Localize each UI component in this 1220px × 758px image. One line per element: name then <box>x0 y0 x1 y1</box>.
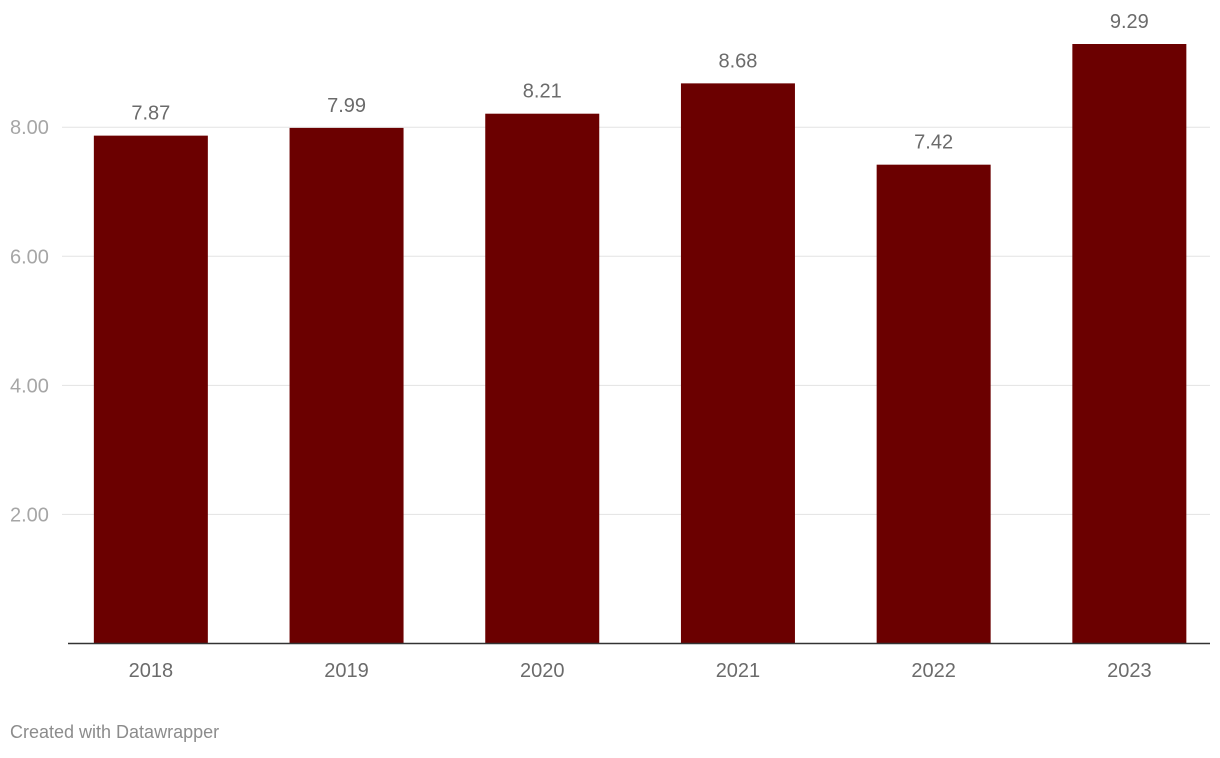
tick-label-backdrop <box>0 115 62 140</box>
y-tick-label: 6.00 <box>10 246 49 268</box>
value-label: 7.99 <box>327 95 366 117</box>
bar <box>876 164 991 644</box>
bar <box>93 135 208 644</box>
y-tick-label: 8.00 <box>10 117 49 139</box>
bar <box>680 83 795 644</box>
x-tick-label: 2023 <box>1107 660 1152 682</box>
value-label: 7.87 <box>131 103 170 125</box>
x-tick-label: 2020 <box>520 660 565 682</box>
x-tick-label: 2018 <box>129 660 174 682</box>
value-label: 8.21 <box>523 81 562 103</box>
x-tick-label: 2021 <box>716 660 761 682</box>
credit-text: Created with Datawrapper <box>10 722 220 742</box>
bar <box>289 127 404 644</box>
bar <box>1072 44 1187 644</box>
gridlines <box>0 115 1210 527</box>
value-label: 8.68 <box>718 50 757 72</box>
x-tick-label: 2022 <box>911 660 956 682</box>
value-label: 7.42 <box>914 132 953 154</box>
bars <box>93 44 1187 644</box>
labels: 2.00 4.00 6.00 8.00 7.87 2018 7.99 2019 8.21 2020… <box>10 11 1152 682</box>
tick-label-backdrop <box>0 244 62 269</box>
tick-label-backdrop <box>0 373 62 398</box>
x-tick-label: 2019 <box>324 660 369 682</box>
tick-label-backdrop <box>0 502 62 527</box>
value-label: 9.29 <box>1110 11 1149 33</box>
y-tick-label: 2.00 <box>10 504 49 526</box>
y-tick-label: 4.00 <box>10 375 49 397</box>
bar <box>485 113 600 644</box>
